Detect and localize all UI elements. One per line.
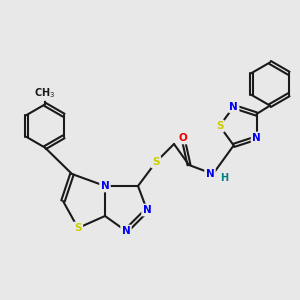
Text: S: S: [74, 223, 82, 233]
Text: S: S: [152, 157, 160, 167]
Text: N: N: [122, 226, 130, 236]
Text: O: O: [178, 133, 188, 143]
Text: N: N: [142, 205, 152, 215]
Text: N: N: [206, 169, 214, 179]
Text: N: N: [229, 102, 238, 112]
Text: N: N: [252, 133, 261, 143]
Text: N: N: [100, 181, 109, 191]
Text: S: S: [216, 121, 224, 131]
Text: H: H: [220, 172, 229, 183]
Text: CH$_3$: CH$_3$: [34, 86, 56, 100]
